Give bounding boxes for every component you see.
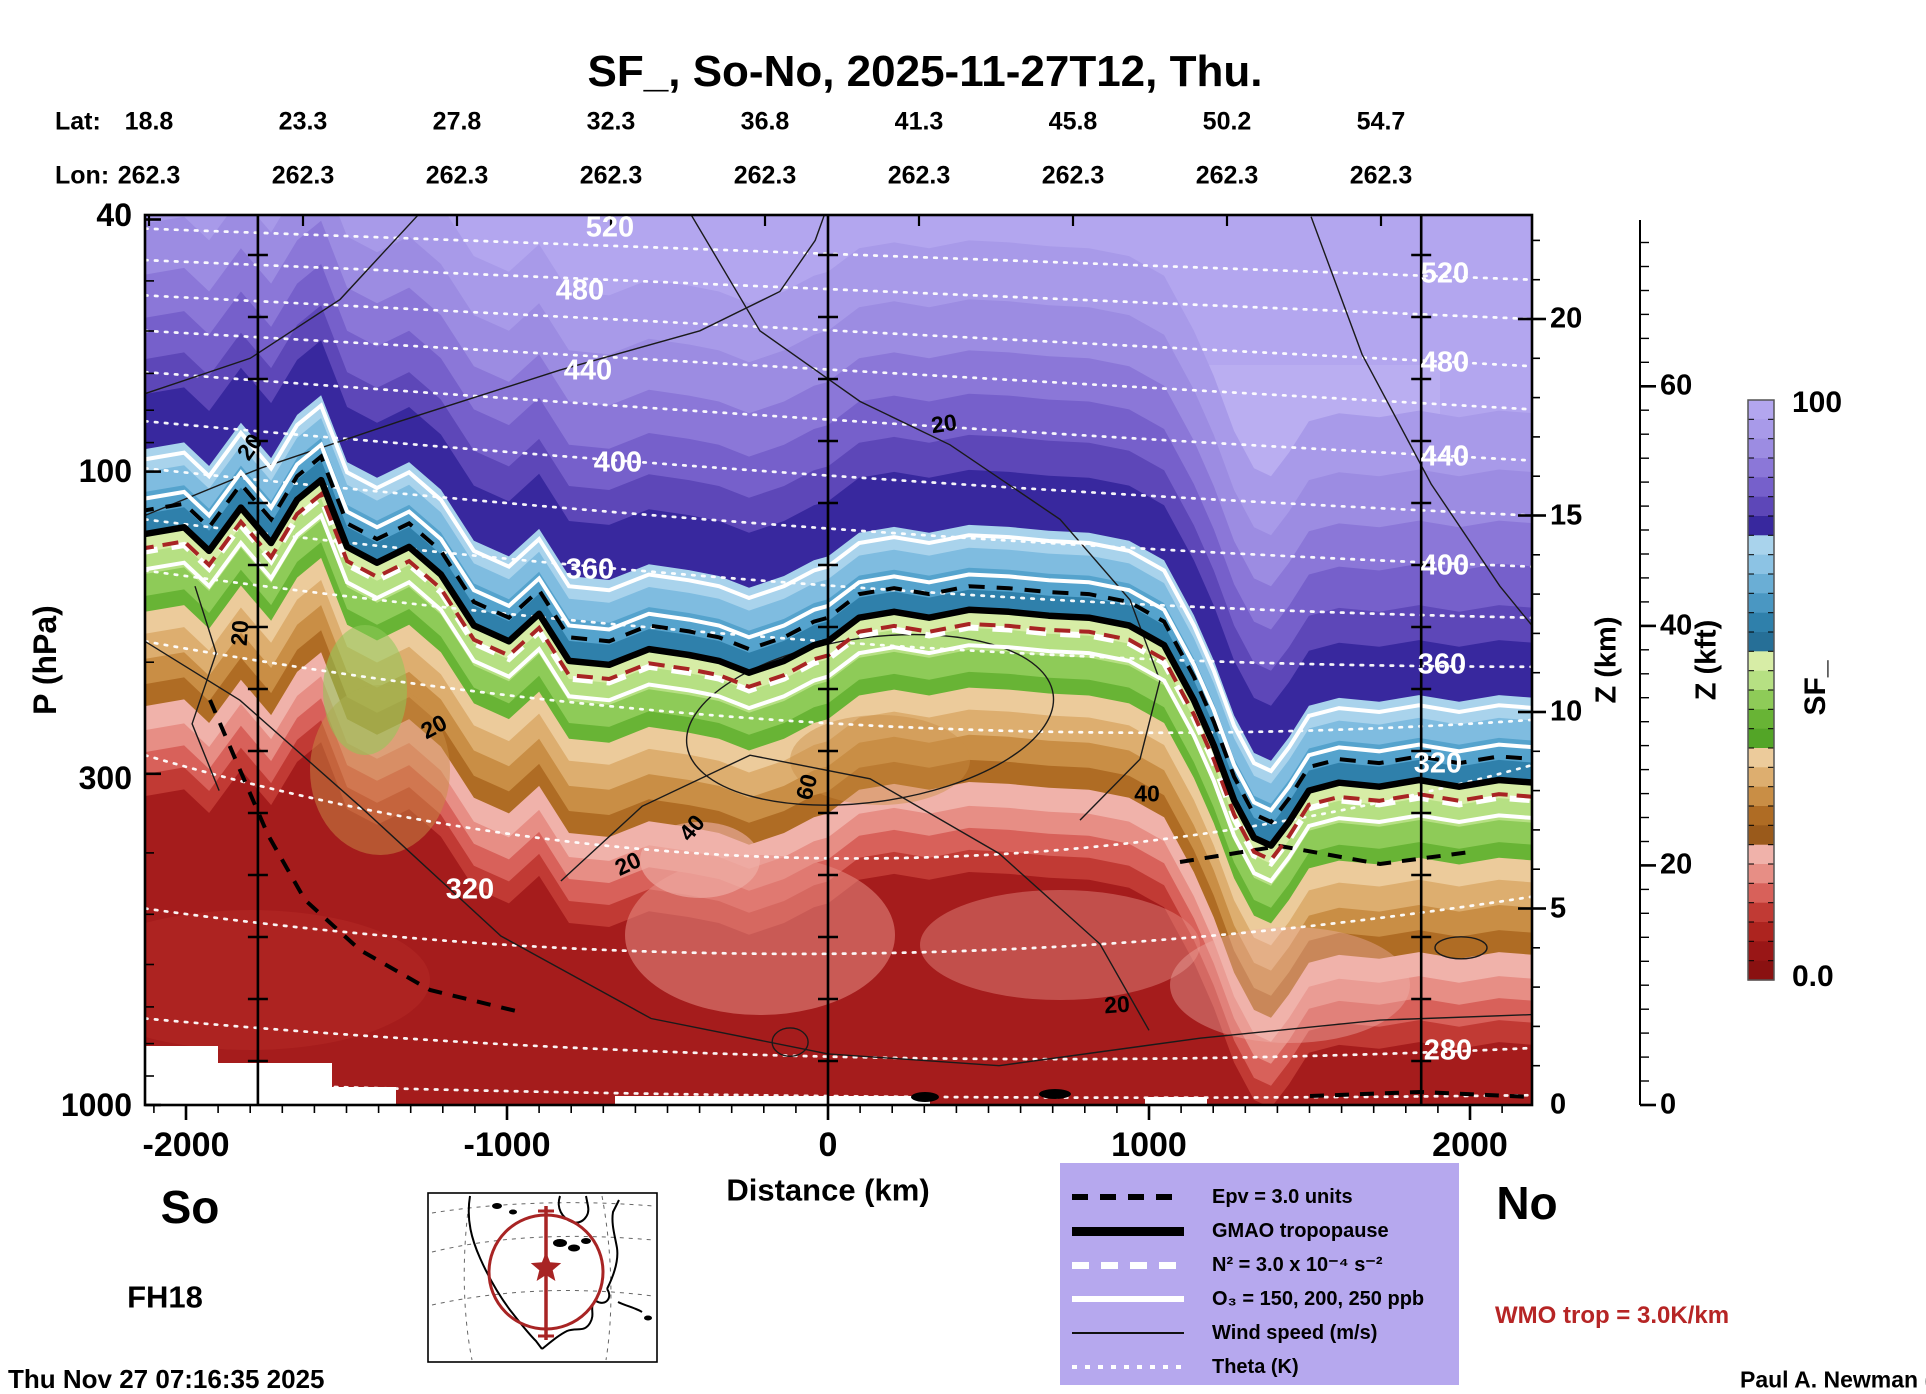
lat-value: 32.3 — [586, 107, 636, 136]
lon-value: 262.3 — [1041, 161, 1105, 190]
x-tick-label: 0 — [818, 1126, 838, 1164]
z-km-axis-title: Z (km) — [1590, 616, 1623, 704]
lat-value: 45.8 — [1048, 107, 1098, 136]
lat-value: 54.7 — [1356, 107, 1406, 136]
lon-value: 262.3 — [887, 161, 951, 190]
legend-item-epv: Epv = 3.0 units — [1212, 1186, 1353, 1208]
theta-contour-label: 520 — [1420, 257, 1470, 290]
lon-value: 262.3 — [271, 161, 335, 190]
contour-field — [145, 215, 1532, 1105]
map-inset — [427, 1192, 658, 1363]
theta-contour-label: 520 — [585, 211, 635, 244]
legend-item-gmao: GMAO tropopause — [1212, 1220, 1389, 1242]
lat-value: 18.8 — [124, 107, 174, 136]
theta-contour-label: 480 — [1420, 346, 1470, 379]
legend-box — [1060, 1163, 1459, 1385]
lon-value: 262.3 — [579, 161, 643, 190]
p-tick-label: 300 — [78, 760, 132, 796]
z-kft-tick-label: 40 — [1660, 609, 1693, 642]
timestamp: Thu Nov 27 07:16:35 2025 — [8, 1364, 325, 1394]
lon-value: 262.3 — [425, 161, 489, 190]
z-kft-tick-label: 20 — [1660, 848, 1693, 881]
lat-value: 50.2 — [1202, 107, 1252, 136]
colorbar-max-label: 100 — [1792, 386, 1843, 419]
legend-item-theta: Theta (K) — [1212, 1356, 1299, 1378]
kft-axis — [1639, 220, 1656, 1107]
x-tick-label: -1000 — [463, 1126, 551, 1164]
theta-contour-label: 280 — [1423, 1034, 1473, 1067]
z-km-tick-label: 5 — [1550, 892, 1567, 925]
south-endpoint-label: So — [160, 1181, 220, 1233]
lon-value: 262.3 — [733, 161, 797, 190]
forecast-hour-label: FH18 — [127, 1279, 203, 1315]
z-kft-axis-title: Z (kft) — [1690, 619, 1723, 701]
x-tick-label: 2000 — [1432, 1126, 1508, 1164]
theta-contour-label: 440 — [563, 354, 613, 387]
theta-contour-label: 360 — [1417, 648, 1467, 681]
credit: Paul A. Newman (NASA — [1740, 1366, 1926, 1393]
z-km-tick-label: 20 — [1550, 302, 1583, 335]
legend-item-wind: Wind speed (m/s) — [1212, 1322, 1378, 1344]
colorbar — [1747, 399, 1775, 981]
theta-contour-label: 400 — [593, 446, 643, 479]
theta-contour-label: 440 — [1420, 440, 1470, 473]
z-kft-tick-label: 0 — [1660, 1088, 1677, 1121]
x-axis-title: Distance (km) — [726, 1172, 930, 1208]
z-km-tick-label: 15 — [1550, 499, 1583, 532]
gmao-line-swatch — [1072, 1227, 1184, 1236]
north-endpoint-label: No — [1496, 1177, 1558, 1229]
o3-line-swatch — [1072, 1296, 1184, 1302]
theta-contour-label: 320 — [1413, 747, 1463, 780]
page-title: SF_, So-No, 2025-11-27T12, Thu. — [587, 47, 1263, 96]
wmo-trop-note: WMO trop = 3.0K/km — [1495, 1302, 1730, 1329]
lon-row-label: Lon: — [55, 161, 110, 190]
plot-axes — [143, 213, 1546, 1120]
wind-speed-label: 20 — [1103, 990, 1131, 1019]
lat-row-label: Lat: — [55, 107, 101, 136]
legend-item-n2: N² = 3.0 x 10⁻⁴ s⁻² — [1212, 1254, 1383, 1276]
lat-value: 41.3 — [894, 107, 944, 136]
wind-speed-label: 20 — [929, 408, 959, 439]
theta-line-swatch — [1072, 1365, 1184, 1369]
lon-value: 262.3 — [117, 161, 181, 190]
theta-contour-label: 320 — [445, 873, 495, 906]
legend-item-o3: O₃ = 150, 200, 250 ppb — [1212, 1288, 1425, 1310]
wind-speed-label: 20 — [225, 619, 254, 647]
p-tick-label: 40 — [96, 197, 132, 233]
lon-value: 262.3 — [1195, 161, 1259, 190]
theta-contour-label: 400 — [1420, 549, 1470, 582]
lat-value: 27.8 — [432, 107, 482, 136]
lat-value: 36.8 — [740, 107, 790, 136]
n2-line-swatch — [1072, 1262, 1184, 1269]
x-tick-label: -2000 — [142, 1126, 230, 1164]
z-kft-tick-label: 60 — [1660, 369, 1693, 402]
x-tick-label: 1000 — [1111, 1126, 1187, 1164]
z-km-tick-label: 0 — [1550, 1088, 1567, 1121]
theta-contour-label: 360 — [565, 553, 615, 586]
lon-value: 262.3 — [1349, 161, 1413, 190]
overlay-contours — [145, 215, 1532, 1105]
p-tick-label: 1000 — [60, 1087, 132, 1123]
z-km-tick-label: 10 — [1550, 695, 1583, 728]
p-tick-label: 100 — [78, 453, 132, 489]
y-axis-title: P (hPa) — [27, 605, 63, 715]
epv-line-swatch — [1072, 1194, 1184, 1200]
wind-speed-label: 40 — [1134, 780, 1160, 807]
wind-line-swatch — [1072, 1332, 1184, 1334]
lat-value: 23.3 — [278, 107, 328, 136]
theta-contour-label: 480 — [555, 274, 605, 307]
colorbar-min-label: 0.0 — [1792, 960, 1834, 993]
colorbar-title: SF_ — [1799, 660, 1832, 716]
